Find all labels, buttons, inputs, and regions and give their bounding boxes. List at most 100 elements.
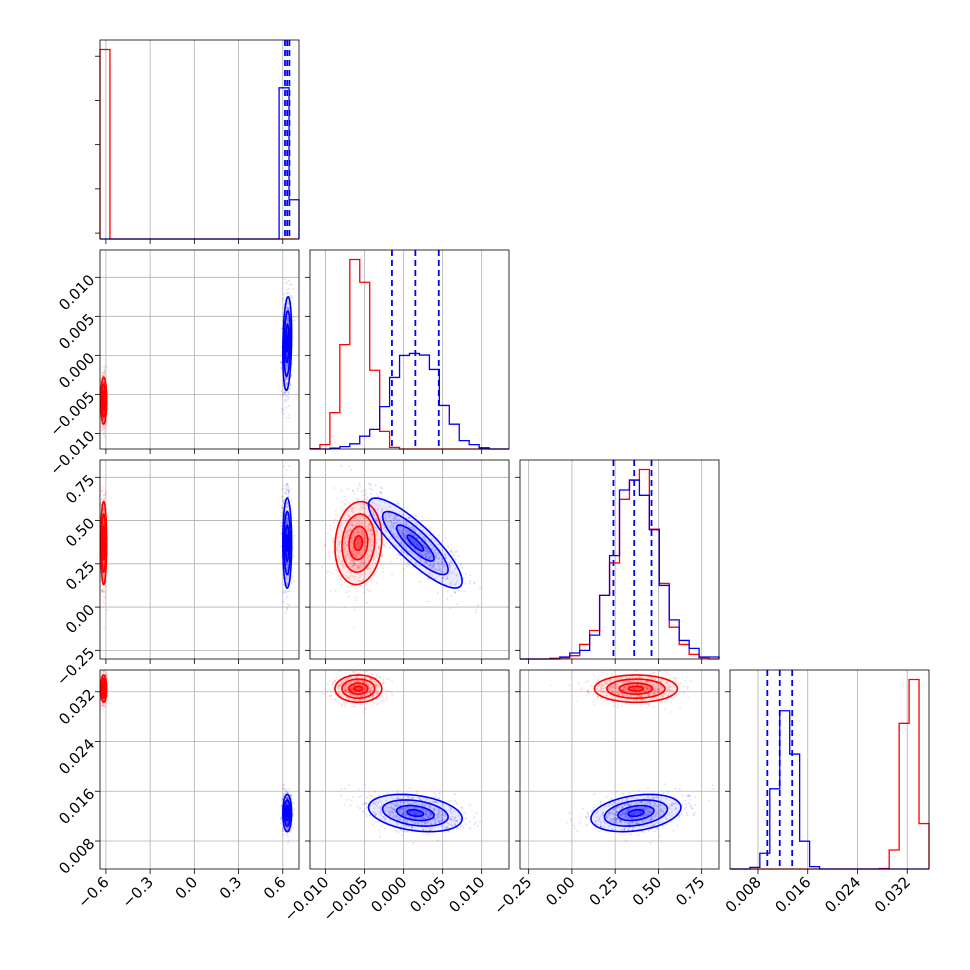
sample-point — [366, 496, 369, 499]
sample-point — [401, 528, 404, 531]
sample-point — [358, 567, 361, 570]
sample-point — [368, 572, 371, 575]
sample-point — [363, 539, 366, 542]
sample-point — [393, 516, 396, 519]
sample-point — [282, 408, 285, 411]
sample-point — [284, 587, 287, 590]
sample-point — [356, 542, 359, 545]
sample-point — [348, 556, 351, 559]
sample-point — [286, 516, 289, 519]
sample-point — [379, 538, 382, 541]
sample-point — [287, 574, 290, 577]
sample-point — [375, 549, 378, 552]
sample-point — [283, 400, 286, 403]
sample-point — [379, 514, 382, 517]
sample-point — [354, 562, 357, 565]
sample-point — [279, 545, 282, 548]
sample-point — [352, 553, 355, 556]
sample-point — [102, 417, 105, 420]
sample-point — [371, 544, 374, 547]
sample-point — [349, 541, 352, 544]
sample-point — [369, 487, 372, 490]
sample-point — [454, 551, 457, 554]
sample-point — [102, 524, 105, 527]
sample-point — [101, 425, 104, 428]
sample-point — [286, 322, 289, 325]
sample-point — [359, 517, 362, 520]
sample-point — [335, 548, 338, 551]
sample-point — [286, 520, 289, 523]
sample-point — [363, 506, 366, 509]
sample-point — [393, 522, 396, 525]
sample-point — [280, 367, 283, 370]
sample-point — [354, 517, 357, 520]
sample-point — [347, 515, 350, 518]
sample-point — [359, 545, 362, 548]
sample-point — [286, 552, 289, 555]
sample-point — [356, 566, 359, 569]
sample-point — [284, 377, 287, 380]
sample-point — [348, 523, 351, 526]
sample-point — [280, 407, 283, 410]
sample-point — [353, 531, 356, 534]
sample-point — [350, 562, 353, 565]
sample-point — [354, 524, 357, 527]
sample-point — [355, 580, 358, 583]
sample-point — [409, 532, 412, 535]
sample-point — [367, 567, 370, 570]
sample-point — [102, 626, 105, 629]
sample-point — [371, 509, 374, 512]
sample-point — [356, 538, 359, 541]
sample-point — [282, 306, 285, 309]
sample-point — [102, 381, 105, 384]
sample-point — [362, 511, 365, 514]
sample-point — [357, 531, 360, 534]
sample-point — [283, 590, 286, 593]
sample-point — [419, 557, 422, 560]
sample-point — [362, 562, 365, 565]
sample-point — [429, 527, 432, 530]
sample-point — [102, 575, 105, 578]
sample-point — [358, 537, 361, 540]
sample-point — [352, 562, 355, 565]
sample-point — [324, 544, 327, 547]
sample-point — [440, 577, 443, 580]
sample-point — [287, 575, 290, 578]
sample-point — [375, 504, 378, 507]
sample-point — [357, 531, 360, 534]
sample-point — [416, 544, 419, 547]
sample-point — [357, 576, 360, 579]
sample-point — [351, 558, 354, 561]
sample-point — [355, 563, 358, 566]
sample-point — [352, 554, 355, 557]
sample-point — [353, 516, 356, 519]
sample-point — [286, 564, 289, 567]
sample-point — [375, 550, 378, 553]
sample-point — [363, 525, 366, 528]
sample-point — [104, 584, 107, 587]
sample-point — [283, 293, 286, 296]
sample-point — [363, 531, 366, 534]
sample-point — [370, 553, 373, 556]
sample-point — [374, 526, 377, 529]
sample-point — [286, 292, 289, 295]
sample-point — [285, 567, 288, 570]
sample-point — [375, 518, 378, 521]
sample-point — [333, 518, 336, 521]
sample-point — [287, 490, 290, 493]
sample-point — [355, 553, 358, 556]
sample-point — [341, 560, 344, 563]
scatter-panel-2-0: −0.250.000.250.500.75 — [53, 459, 300, 689]
sample-point — [102, 606, 105, 609]
sample-point — [286, 502, 289, 505]
sample-point — [286, 566, 289, 569]
sample-point — [367, 514, 370, 517]
sample-point — [286, 306, 289, 309]
sample-point — [369, 484, 372, 487]
sample-point — [456, 603, 459, 606]
sample-point — [362, 502, 365, 505]
sample-point — [286, 362, 289, 365]
sample-point — [371, 488, 374, 491]
x-tick-label: 0.016 — [771, 873, 814, 916]
